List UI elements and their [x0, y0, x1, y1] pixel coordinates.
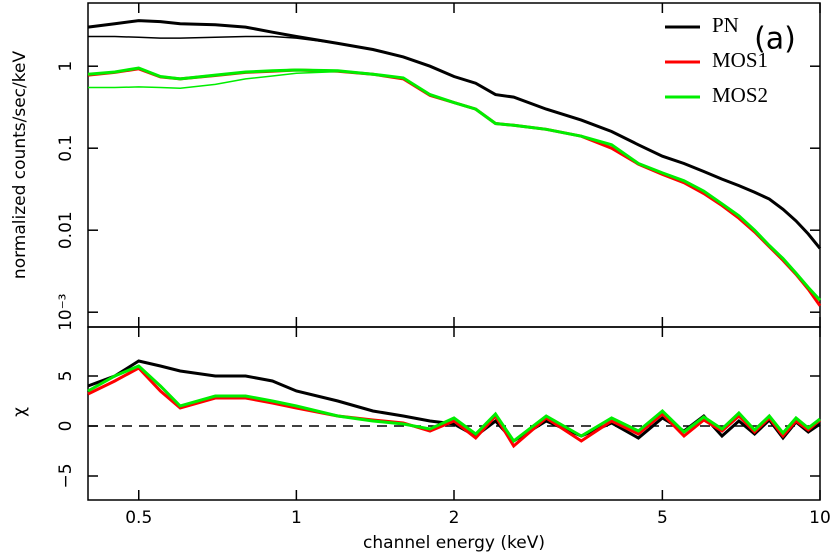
x-tick-label: 5	[657, 508, 668, 528]
plot-frame	[87, 326, 821, 501]
data-line	[87, 364, 821, 444]
y-tick-label: 0.01	[56, 211, 76, 249]
data-line	[87, 366, 821, 449]
y-axis-label: χ	[10, 407, 30, 417]
model-line	[88, 70, 821, 301]
legend-label: MOS1	[712, 48, 768, 72]
x-axis-label: channel energy (keV)	[363, 533, 545, 553]
x-tick-label: 0.5	[125, 508, 152, 528]
y-tick-label: 10⁻³	[56, 293, 76, 330]
model-line	[88, 35, 821, 249]
y-axis-label: normalized counts/sec/keV	[10, 51, 30, 280]
x-tick-label: 1	[291, 508, 302, 528]
annotation: (a)	[754, 22, 796, 57]
y-tick-label: 0	[56, 421, 76, 432]
legend-label: MOS2	[712, 83, 768, 107]
x-tick-label: 10	[809, 508, 830, 528]
y-tick-label: 1	[56, 61, 76, 72]
y-tick-label: −5	[56, 463, 76, 488]
data-line	[87, 19, 822, 250]
data-line	[87, 67, 822, 307]
legend-label: PN	[712, 13, 739, 37]
x-tick-label: 2	[449, 508, 460, 528]
y-tick-label: 0.1	[56, 135, 76, 162]
y-tick-label: 5	[56, 371, 76, 382]
plot-frame	[87, 2, 821, 328]
